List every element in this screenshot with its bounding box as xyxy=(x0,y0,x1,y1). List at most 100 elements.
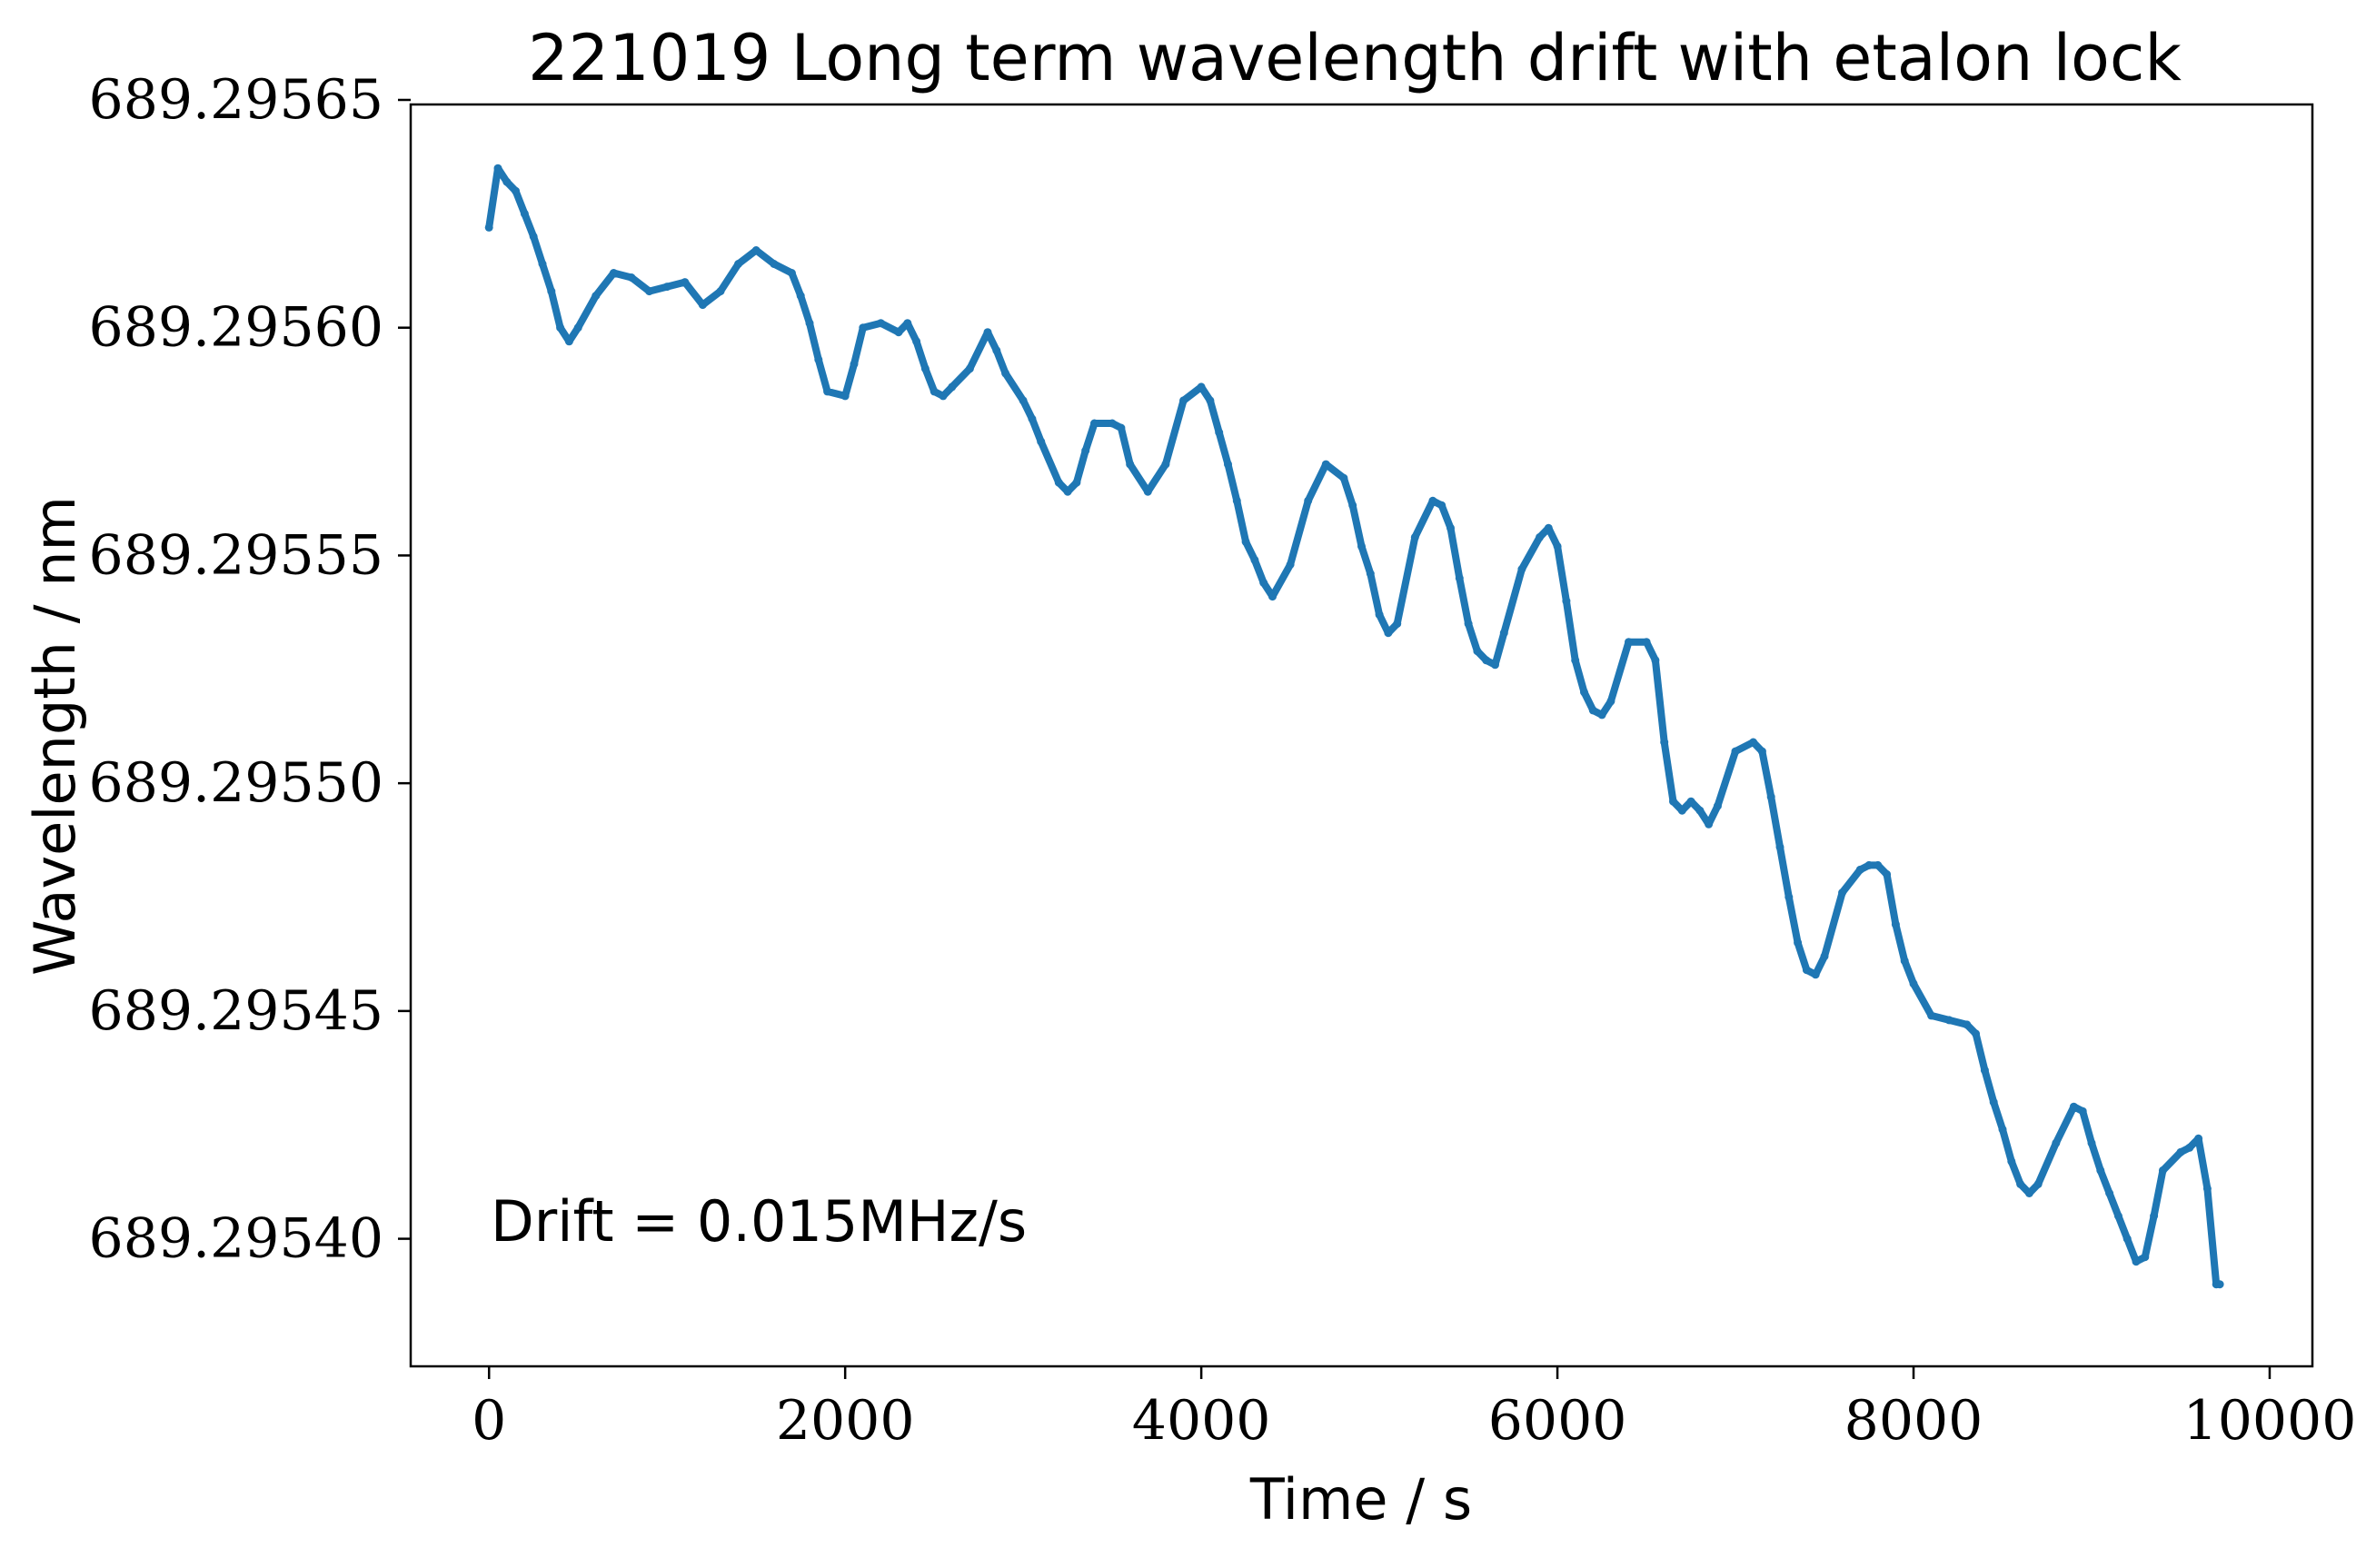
data-point xyxy=(1410,532,1419,541)
data-point xyxy=(1224,460,1232,469)
drift-annotation: Drift = 0.015MHz/s xyxy=(491,1188,1027,1255)
data-point xyxy=(556,323,565,332)
y-tick-label: 689.29545 xyxy=(89,979,383,1043)
data-point xyxy=(894,328,903,337)
data-point xyxy=(1998,1125,2007,1134)
data-point xyxy=(1642,638,1651,647)
data-point xyxy=(1536,532,1544,541)
data-point xyxy=(1944,1016,1953,1025)
data-point xyxy=(1838,888,1847,897)
plot-area xyxy=(484,164,2224,1289)
data-point xyxy=(796,292,805,301)
data-point xyxy=(1855,865,1864,874)
data-point xyxy=(1108,419,1117,428)
data-point xyxy=(1731,747,1740,756)
data-point xyxy=(1375,610,1384,620)
data-point xyxy=(920,364,930,373)
data-point xyxy=(484,223,493,232)
plot-frame xyxy=(409,103,2314,1368)
data-point xyxy=(930,387,939,396)
x-tick-label: 10000 xyxy=(2183,1389,2357,1453)
data-point xyxy=(1286,561,1295,569)
data-point xyxy=(716,287,725,296)
data-point xyxy=(1883,869,1892,878)
data-point xyxy=(1028,414,1037,423)
data-point xyxy=(1482,656,1491,665)
data-point xyxy=(850,360,859,369)
data-point xyxy=(681,278,690,287)
data-point xyxy=(1553,541,1562,551)
data-point xyxy=(1268,592,1277,601)
data-point xyxy=(1580,688,1588,697)
data-point xyxy=(2122,1235,2132,1244)
x-axis: 0 2000 4000 6000 8000 10000 xyxy=(472,1366,2356,1453)
data-point xyxy=(1206,396,1215,405)
data-point xyxy=(2150,1212,2159,1220)
data-point xyxy=(1651,656,1660,665)
data-point xyxy=(770,260,779,268)
data-point xyxy=(1464,620,1473,629)
data-point xyxy=(564,337,573,346)
data-point xyxy=(493,164,502,173)
data-point xyxy=(1393,620,1402,629)
data-point xyxy=(1705,819,1714,829)
data-point xyxy=(840,392,850,401)
y-tick-label: 689.29540 xyxy=(89,1207,383,1271)
data-point xyxy=(1455,574,1464,582)
data-point xyxy=(1900,957,1909,966)
y-tick-label: 689.29550 xyxy=(89,751,383,815)
data-point xyxy=(912,337,921,346)
data-point xyxy=(502,177,512,186)
data-point xyxy=(2105,1189,2114,1197)
data-point xyxy=(698,301,707,310)
data-point xyxy=(1562,597,1571,606)
data-point xyxy=(1571,656,1580,665)
data-point xyxy=(814,355,823,364)
data-point xyxy=(2069,1102,2078,1111)
data-point xyxy=(787,269,796,277)
data-point xyxy=(1927,1011,1936,1020)
data-point xyxy=(1686,797,1695,806)
data-point xyxy=(645,287,654,296)
data-point xyxy=(1179,396,1188,405)
data-point xyxy=(2087,1138,2096,1147)
data-point xyxy=(734,260,743,268)
data-point xyxy=(1250,555,1259,564)
data-point xyxy=(1864,860,1874,869)
data-point xyxy=(965,364,974,373)
data-point xyxy=(948,382,957,392)
data-point xyxy=(547,287,556,296)
data-point xyxy=(1891,920,1900,929)
data-point xyxy=(592,292,601,301)
data-point xyxy=(2024,1189,2033,1197)
data-point xyxy=(1001,369,1010,378)
data-point xyxy=(1241,537,1250,546)
data-point xyxy=(1366,570,1375,578)
data-point xyxy=(983,328,992,337)
data-point xyxy=(1090,419,1099,428)
data-point xyxy=(1660,738,1669,747)
data-point xyxy=(2052,1138,2061,1147)
data-point xyxy=(1820,952,1829,961)
data-point xyxy=(1588,706,1597,715)
series-trace xyxy=(485,164,2224,1288)
data-point xyxy=(627,273,636,282)
y-axis-label: Wavelength / nm xyxy=(22,496,88,976)
x-axis-label: Time / s xyxy=(1249,1466,1472,1533)
data-point xyxy=(1473,647,1482,656)
data-point xyxy=(1713,801,1722,810)
data-point xyxy=(1784,893,1794,901)
data-point xyxy=(2132,1257,2141,1266)
data-point xyxy=(1963,1020,1972,1029)
data-point xyxy=(2007,1156,2016,1166)
data-point xyxy=(1874,860,1883,869)
data-point xyxy=(859,323,868,332)
data-point xyxy=(1304,496,1313,505)
data-point xyxy=(1909,979,1918,988)
data-point xyxy=(1606,697,1615,706)
data-point xyxy=(1749,738,1758,747)
data-point xyxy=(1989,1097,1998,1107)
x-tick-label: 8000 xyxy=(1844,1389,1983,1453)
data-point xyxy=(538,260,547,268)
